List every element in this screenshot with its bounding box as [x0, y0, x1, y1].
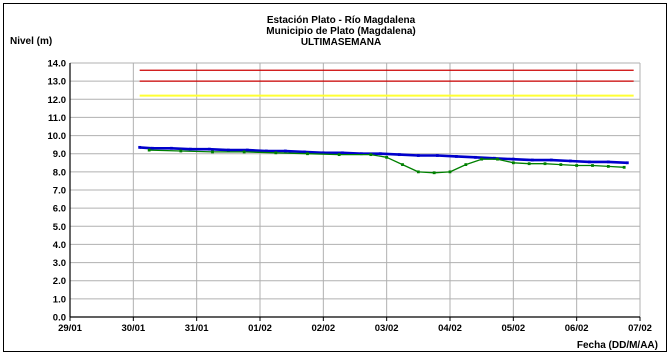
blue-series-point: [435, 154, 439, 157]
chart-frame: [3, 3, 667, 352]
x-tick-label: 01/02: [248, 323, 272, 334]
y-tick-label: 11.0: [48, 113, 66, 124]
green-series-line: [149, 149, 625, 174]
x-tick-label: 29/01: [58, 323, 82, 334]
blue-series-point: [283, 149, 287, 153]
blue-series-point: [416, 154, 420, 157]
green-series-point: [511, 161, 515, 165]
green-series-point: [337, 153, 341, 157]
y-tick-label: 8.0: [53, 167, 66, 178]
blue-series-point: [226, 148, 230, 152]
y-tick-label: 0.0: [53, 313, 66, 324]
blue-series-point: [264, 149, 268, 153]
green-series-point: [606, 165, 610, 168]
blue-series-point: [150, 146, 154, 150]
blue-series-point: [511, 157, 515, 161]
blue-series-point: [245, 148, 249, 152]
green-series-point: [575, 164, 579, 167]
blue-series-point: [359, 152, 363, 156]
x-tick-label: 07/02: [628, 323, 652, 334]
y-tick-label: 2.0: [53, 276, 66, 287]
y-axis-label: Nivel (m): [10, 36, 52, 47]
green-series-point: [591, 164, 594, 167]
blue-series-point: [587, 160, 591, 164]
blue-series-point: [169, 146, 173, 150]
x-tick-label: 06/02: [565, 323, 589, 334]
blue-series-point: [188, 147, 192, 151]
green-series-point: [401, 163, 404, 166]
green-series-point: [385, 155, 389, 159]
y-tick-label: 5.0: [53, 222, 66, 233]
green-series-point: [496, 157, 499, 161]
chart-title-line-1: Estación Plato - Río Magdalena: [267, 15, 416, 26]
x-tick-label: 05/02: [501, 323, 525, 334]
green-series-point: [464, 163, 468, 166]
green-series-point: [416, 170, 420, 174]
green-series-point: [306, 152, 309, 156]
blue-series-point: [207, 147, 211, 151]
green-series-point: [211, 150, 214, 154]
blue-series-line: [139, 146, 628, 165]
blue-series-point: [530, 158, 534, 162]
green-series-point: [543, 162, 547, 166]
blue-series-point: [549, 158, 553, 162]
green-series-point: [369, 153, 373, 157]
chart-title-line-3: ULTIMASEMANA: [301, 37, 381, 48]
x-axis-label: Fecha (DD/M/AA): [577, 340, 658, 351]
blue-series-point: [340, 151, 344, 155]
green-series-point: [179, 149, 183, 153]
y-tick-label: 13.0: [48, 77, 67, 88]
y-tick-label: 14.0: [48, 59, 67, 70]
x-tick-label: 30/01: [121, 323, 145, 334]
x-tick-label: 31/01: [185, 323, 209, 334]
y-tick-label: 4.0: [53, 240, 66, 251]
x-tick-label: 03/02: [375, 323, 399, 334]
y-tick-label: 9.0: [53, 149, 66, 160]
blue-series-point: [397, 153, 401, 157]
x-tick-label: 04/02: [438, 323, 462, 334]
x-tick-label: 02/02: [311, 323, 335, 334]
y-tick-label: 3.0: [53, 258, 66, 269]
green-series-point: [432, 171, 436, 175]
blue-series-point: [568, 159, 572, 163]
y-tick-label: 10.0: [48, 131, 67, 142]
green-series-point: [274, 151, 278, 155]
y-tick-label: 12.0: [48, 95, 67, 106]
blue-series-point: [606, 160, 610, 164]
green-series-point: [147, 148, 151, 152]
green-series-point: [527, 162, 531, 166]
blue-series-point: [473, 155, 477, 159]
blue-series-point: [492, 156, 496, 160]
blue-series-point: [454, 155, 458, 158]
green-series-point: [559, 163, 563, 166]
blue-series-point: [625, 161, 629, 165]
green-series-point: [480, 157, 484, 161]
green-series-point: [622, 165, 626, 169]
y-tick-label: 7.0: [53, 186, 66, 197]
blue-series-point: [138, 145, 142, 149]
green-series-point: [448, 170, 452, 174]
blue-series-point: [321, 151, 325, 155]
y-tick-label: 1.0: [53, 294, 66, 305]
chart-title-line-2: Municipio de Plato (Magdalena): [266, 26, 415, 37]
blue-series-point: [378, 152, 382, 156]
blue-series-point: [302, 150, 306, 154]
y-tick-label: 6.0: [53, 204, 66, 215]
green-series-point: [242, 150, 246, 154]
